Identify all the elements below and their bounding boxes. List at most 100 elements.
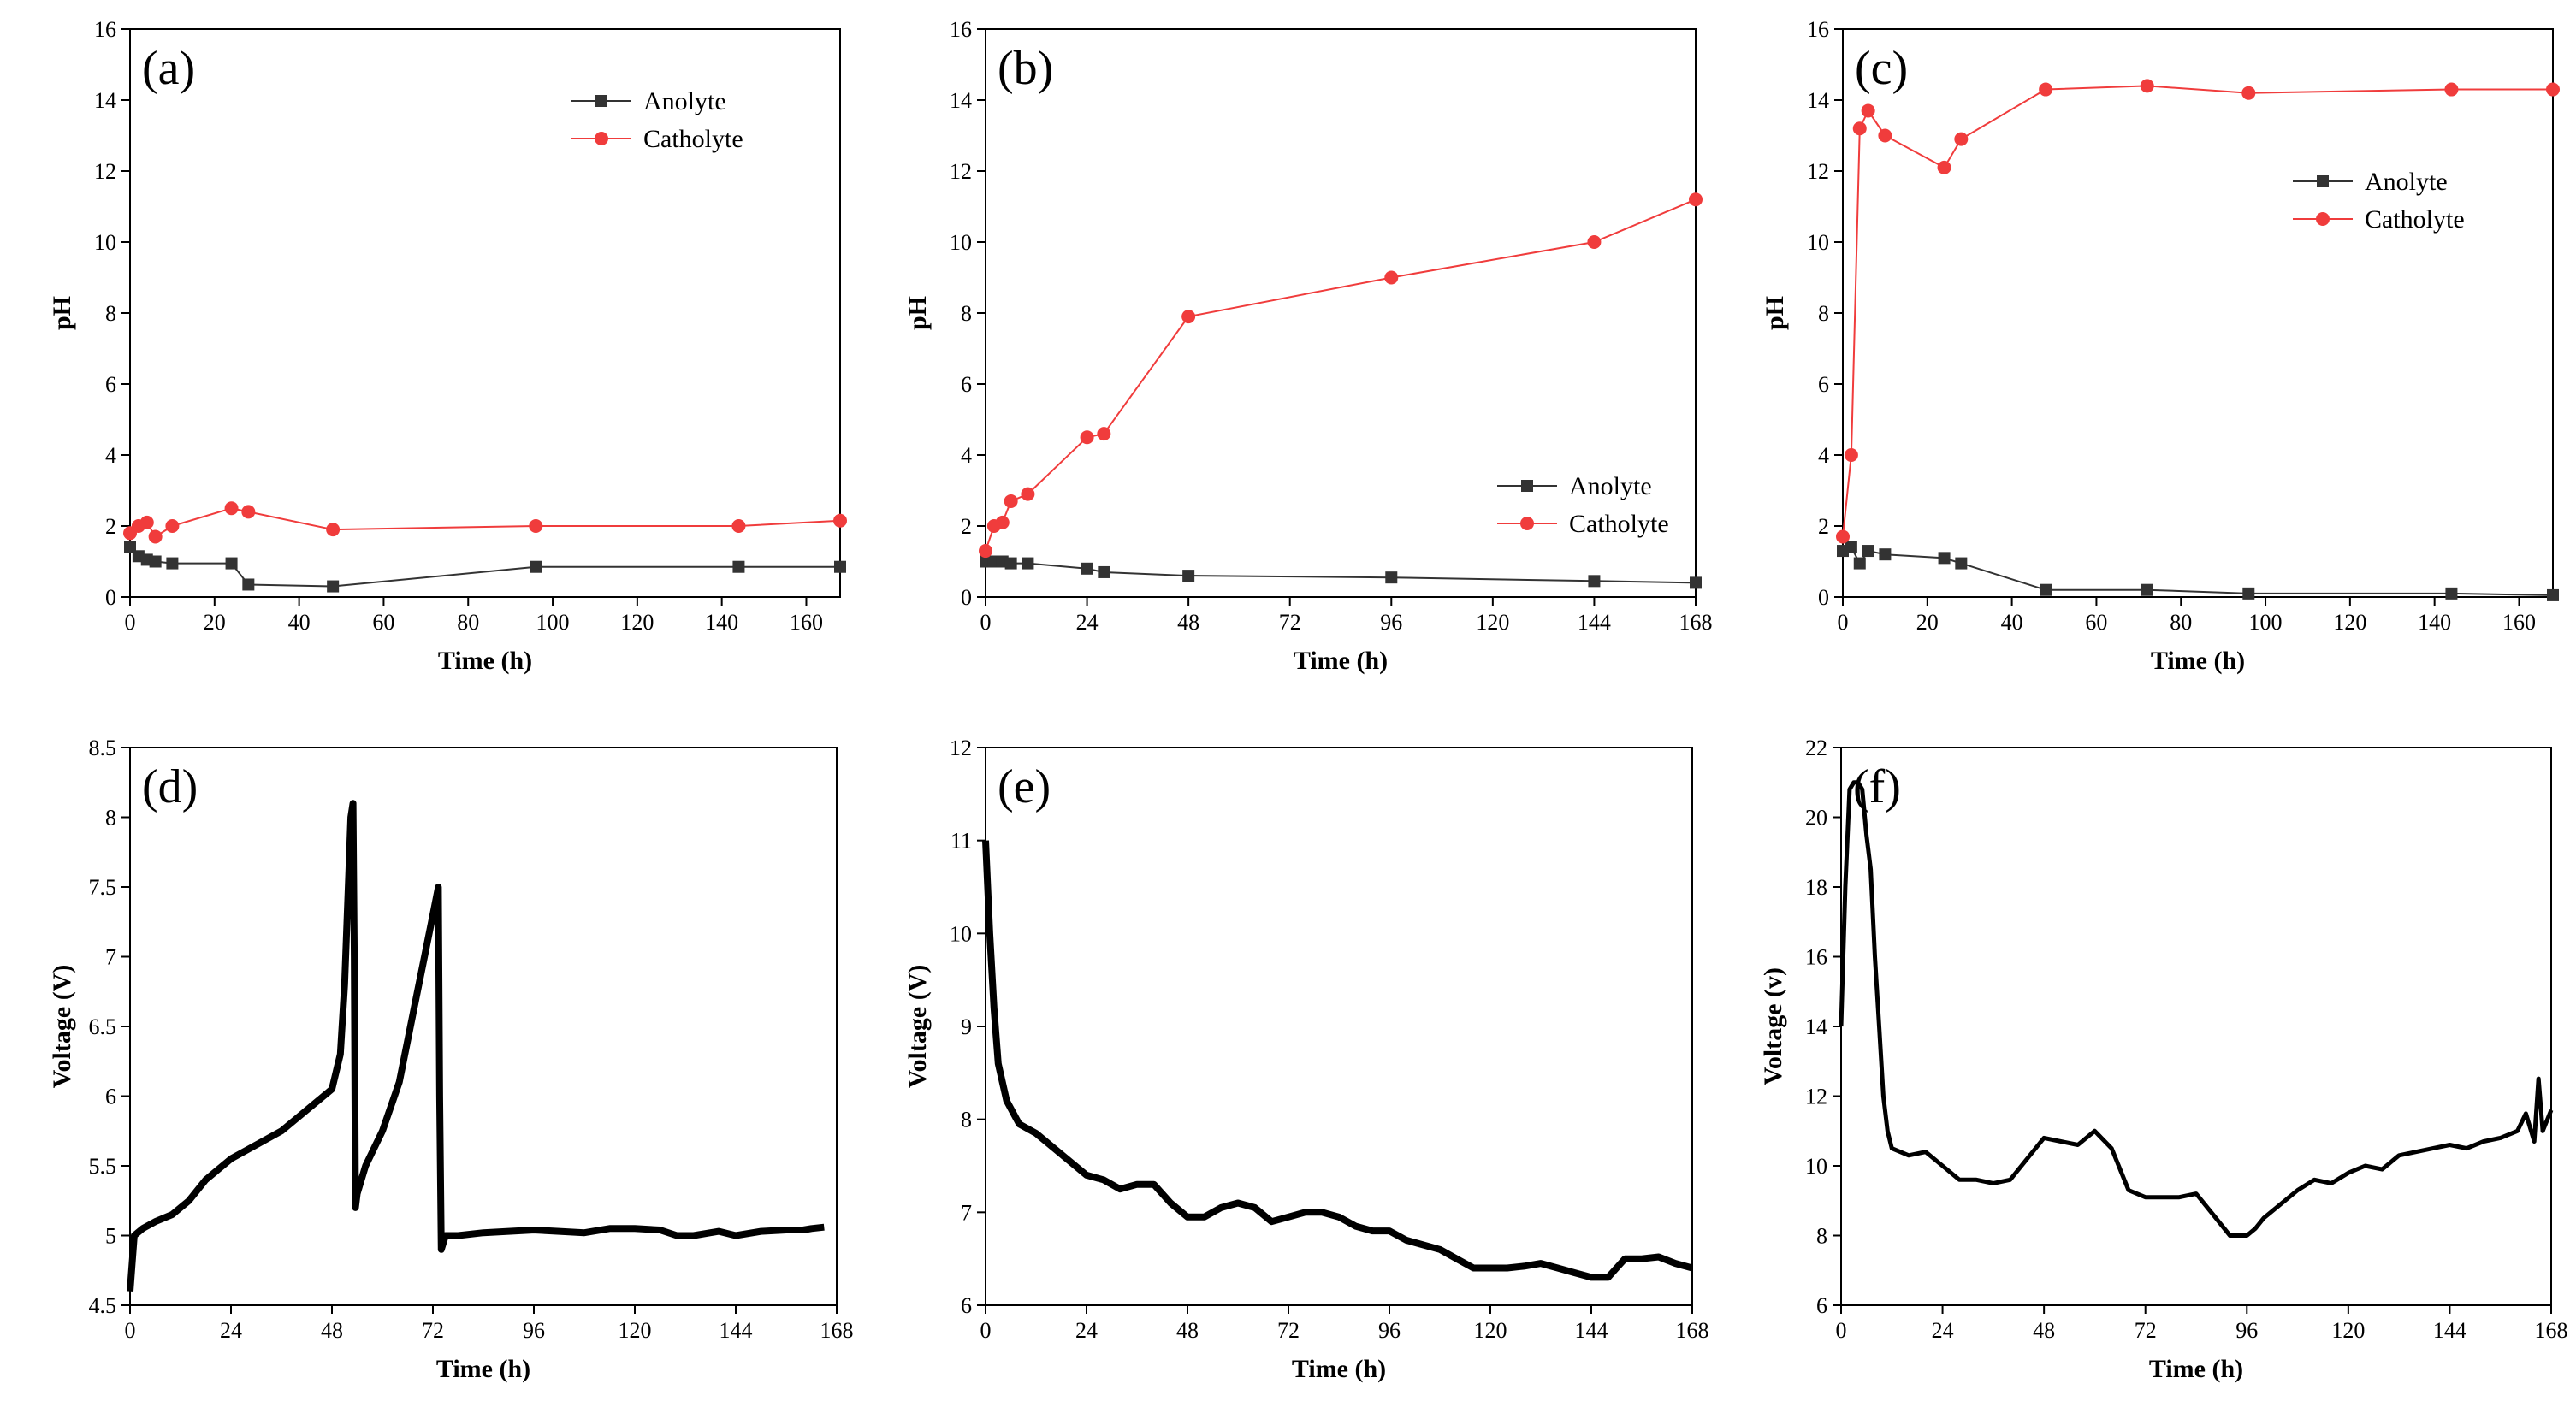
x-tick-label: 72 [1279, 610, 1301, 635]
x-tick-label: 96 [1380, 610, 1402, 635]
panel-f: 0 24 48 72 96 120 144 168 6 8 10 12 14 16 18 20 22 Time (… [1759, 736, 2568, 1383]
x-tick-label: 60 [2085, 610, 2107, 635]
x-tick-label: 168 [1679, 610, 1713, 635]
data-point [2546, 82, 2560, 97]
y-axis-label: Voltage (V) [903, 965, 932, 1089]
legend-marker [1521, 480, 1533, 492]
data-point [1862, 545, 1874, 558]
y-tick-label: 22 [1805, 736, 1827, 760]
y-tick-label: 7 [105, 945, 116, 970]
y-tick-label: 18 [1805, 875, 1827, 900]
x-tick-label: 144 [1578, 610, 1611, 635]
legend-marker [595, 95, 607, 107]
data-point [833, 513, 847, 528]
y-tick-label: 0 [105, 585, 116, 610]
x-axis-label: Time (h) [1294, 647, 1388, 675]
y-tick-label: 4.5 [89, 1293, 117, 1318]
x-axis-label: Time (h) [2149, 1355, 2243, 1383]
x-tick-label: 0 [125, 610, 136, 635]
plot-frame [129, 747, 838, 1306]
legend: Anolyte Catholyte [1497, 472, 1669, 538]
data-point [225, 557, 238, 570]
y-tick-label: 2 [1818, 514, 1829, 539]
y-tick-label: 8.5 [89, 736, 117, 760]
data-point [224, 501, 239, 516]
x-tick-label: 24 [1076, 610, 1099, 635]
y-tick-label: 6.5 [89, 1014, 117, 1039]
y-tick-label: 6 [1816, 1293, 1827, 1318]
y-tick-label: 4 [961, 443, 972, 468]
panel-label: (a) [142, 42, 195, 95]
y-tick-label: 10 [1807, 230, 1829, 255]
panel-label: (b) [998, 42, 1053, 95]
y-tick-label: 14 [1805, 1014, 1827, 1039]
x-tick-label: 40 [288, 610, 311, 635]
data-point [166, 557, 179, 570]
data-point [1004, 494, 1018, 508]
y-tick-label: 5 [105, 1224, 116, 1249]
data-point [241, 505, 256, 519]
x-tick-label: 120 [619, 1318, 652, 1343]
x-tick-label: 72 [1277, 1318, 1300, 1343]
x-tick-label: 120 [620, 610, 654, 635]
y-tick-label: 12 [1807, 159, 1829, 184]
y-tick-label: 4 [105, 443, 116, 468]
y-tick-label: 6 [105, 372, 116, 397]
data-point [1844, 448, 1858, 462]
x-tick-label: 160 [790, 610, 823, 635]
x-axis-label: Time (h) [438, 647, 532, 675]
y-tick-label: 12 [950, 159, 972, 184]
data-point [1852, 121, 1867, 136]
plot-frame [1840, 747, 2552, 1306]
y-tick-label: 10 [1805, 1154, 1827, 1179]
data-point [1861, 103, 1875, 118]
legend: Anolyte Catholyte [571, 87, 743, 153]
y-tick-label: 8 [105, 301, 116, 326]
x-tick-label: 0 [125, 1318, 136, 1343]
x-tick-label: 48 [1177, 610, 1199, 635]
x-tick-label: 80 [2170, 610, 2192, 635]
panel-c: 0 20 40 60 80 100 120 140 160 0 2 4 6 8 10 12 14 16 Time (… [1761, 17, 2560, 675]
data-point [1690, 576, 1702, 589]
data-point [148, 529, 163, 544]
y-tick-label: 14 [1807, 88, 1829, 113]
y-tick-label: 10 [94, 230, 116, 255]
data-point [327, 580, 340, 593]
x-tick-label: 72 [422, 1318, 444, 1343]
data-point [326, 523, 341, 537]
x-tick-label: 60 [372, 610, 394, 635]
x-tick-label: 0 [980, 610, 992, 635]
data-point [2040, 583, 2052, 596]
x-tick-label: 140 [705, 610, 738, 635]
data-point [995, 515, 1010, 529]
y-tick-label: 6 [1818, 372, 1829, 397]
data-point [529, 519, 543, 533]
x-tick-label: 0 [1838, 610, 1849, 635]
data-point [1689, 192, 1703, 207]
panel-label: (e) [998, 760, 1051, 813]
data-point [1022, 557, 1034, 570]
x-tick-label: 96 [523, 1318, 545, 1343]
y-tick-label: 0 [961, 585, 972, 610]
data-point [2547, 588, 2559, 601]
x-axis-label: Time (h) [2151, 647, 2245, 675]
y-tick-label: 2 [105, 514, 116, 539]
x-tick-label: 80 [457, 610, 479, 635]
data-point [731, 519, 746, 533]
y-tick-label: 6 [961, 372, 972, 397]
y-tick-label: 8 [961, 301, 972, 326]
x-tick-label: 100 [536, 610, 570, 635]
y-tick-label: 16 [1805, 945, 1827, 970]
data-point [2444, 82, 2459, 97]
panel-d: 0 24 48 72 96 120 144 168 4.5 5 5.5 6 6.5 7 7.5 8 8.5 Tim… [48, 736, 854, 1383]
series-line [1839, 780, 2554, 1238]
series-line [127, 800, 825, 1292]
y-tick-label: 16 [94, 17, 116, 42]
x-tick-label: 100 [2249, 610, 2283, 635]
y-tick-label: 9 [961, 1014, 972, 1039]
y-tick-label: 11 [950, 829, 972, 854]
data-point [1181, 310, 1196, 324]
legend-marker [595, 132, 608, 145]
legend-label: Catholyte [643, 125, 743, 153]
